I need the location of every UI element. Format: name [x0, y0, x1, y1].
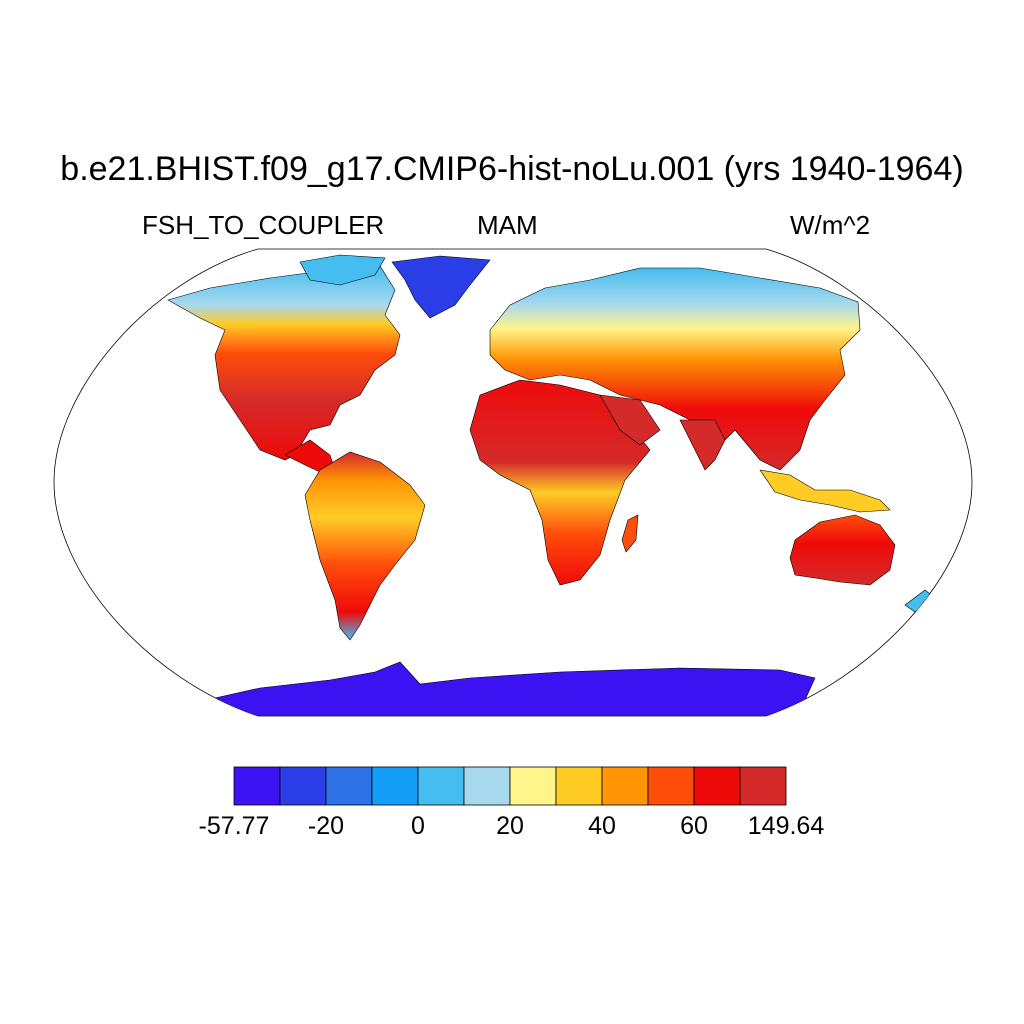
arabian-peninsula — [599, 394, 661, 446]
colorbar-swatch — [463, 766, 511, 806]
colorbar-swatch — [417, 766, 465, 806]
colorbar-label: -20 — [307, 812, 345, 840]
south-america — [304, 451, 426, 641]
colorbar-swatch — [371, 766, 419, 806]
arctic-islands — [299, 254, 386, 286]
colorbar-label: 20 — [496, 812, 524, 840]
colorbar-label: 0 — [411, 812, 425, 840]
colorbar-label: 60 — [680, 812, 708, 840]
colorbar-swatch — [601, 766, 649, 806]
colorbar-swatch — [325, 766, 373, 806]
units-label: W/m^2 — [790, 210, 871, 240]
colorbar-swatch — [693, 766, 741, 806]
colorbar-label: 40 — [588, 812, 616, 840]
greenland — [391, 255, 491, 319]
season-label: MAM — [477, 210, 538, 240]
australia — [789, 514, 896, 586]
variable-label: FSH_TO_COUPLER — [142, 210, 385, 240]
colorbar — [233, 766, 787, 806]
eurasia — [489, 267, 861, 471]
colorbar-swatch — [279, 766, 327, 806]
madagascar — [621, 514, 639, 553]
colorbar-swatch — [647, 766, 695, 806]
colorbar-swatch — [509, 766, 557, 806]
colorbar-label: 149.64 — [747, 812, 825, 840]
maritime-southeast-asia — [759, 469, 891, 513]
colorbar-label: -57.77 — [198, 812, 270, 840]
africa — [469, 379, 651, 586]
india — [679, 419, 726, 471]
plot-title: b.e21.BHIST.f09_g17.CMIP6-hist-noLu.001 … — [60, 150, 964, 188]
colorbar-labels: -57.77 -20 0 20 40 60 149.64 — [0, 812, 1024, 852]
colorbar-swatch — [555, 766, 603, 806]
colorbar-swatch — [233, 766, 281, 806]
colorbar-swatch — [739, 766, 787, 806]
